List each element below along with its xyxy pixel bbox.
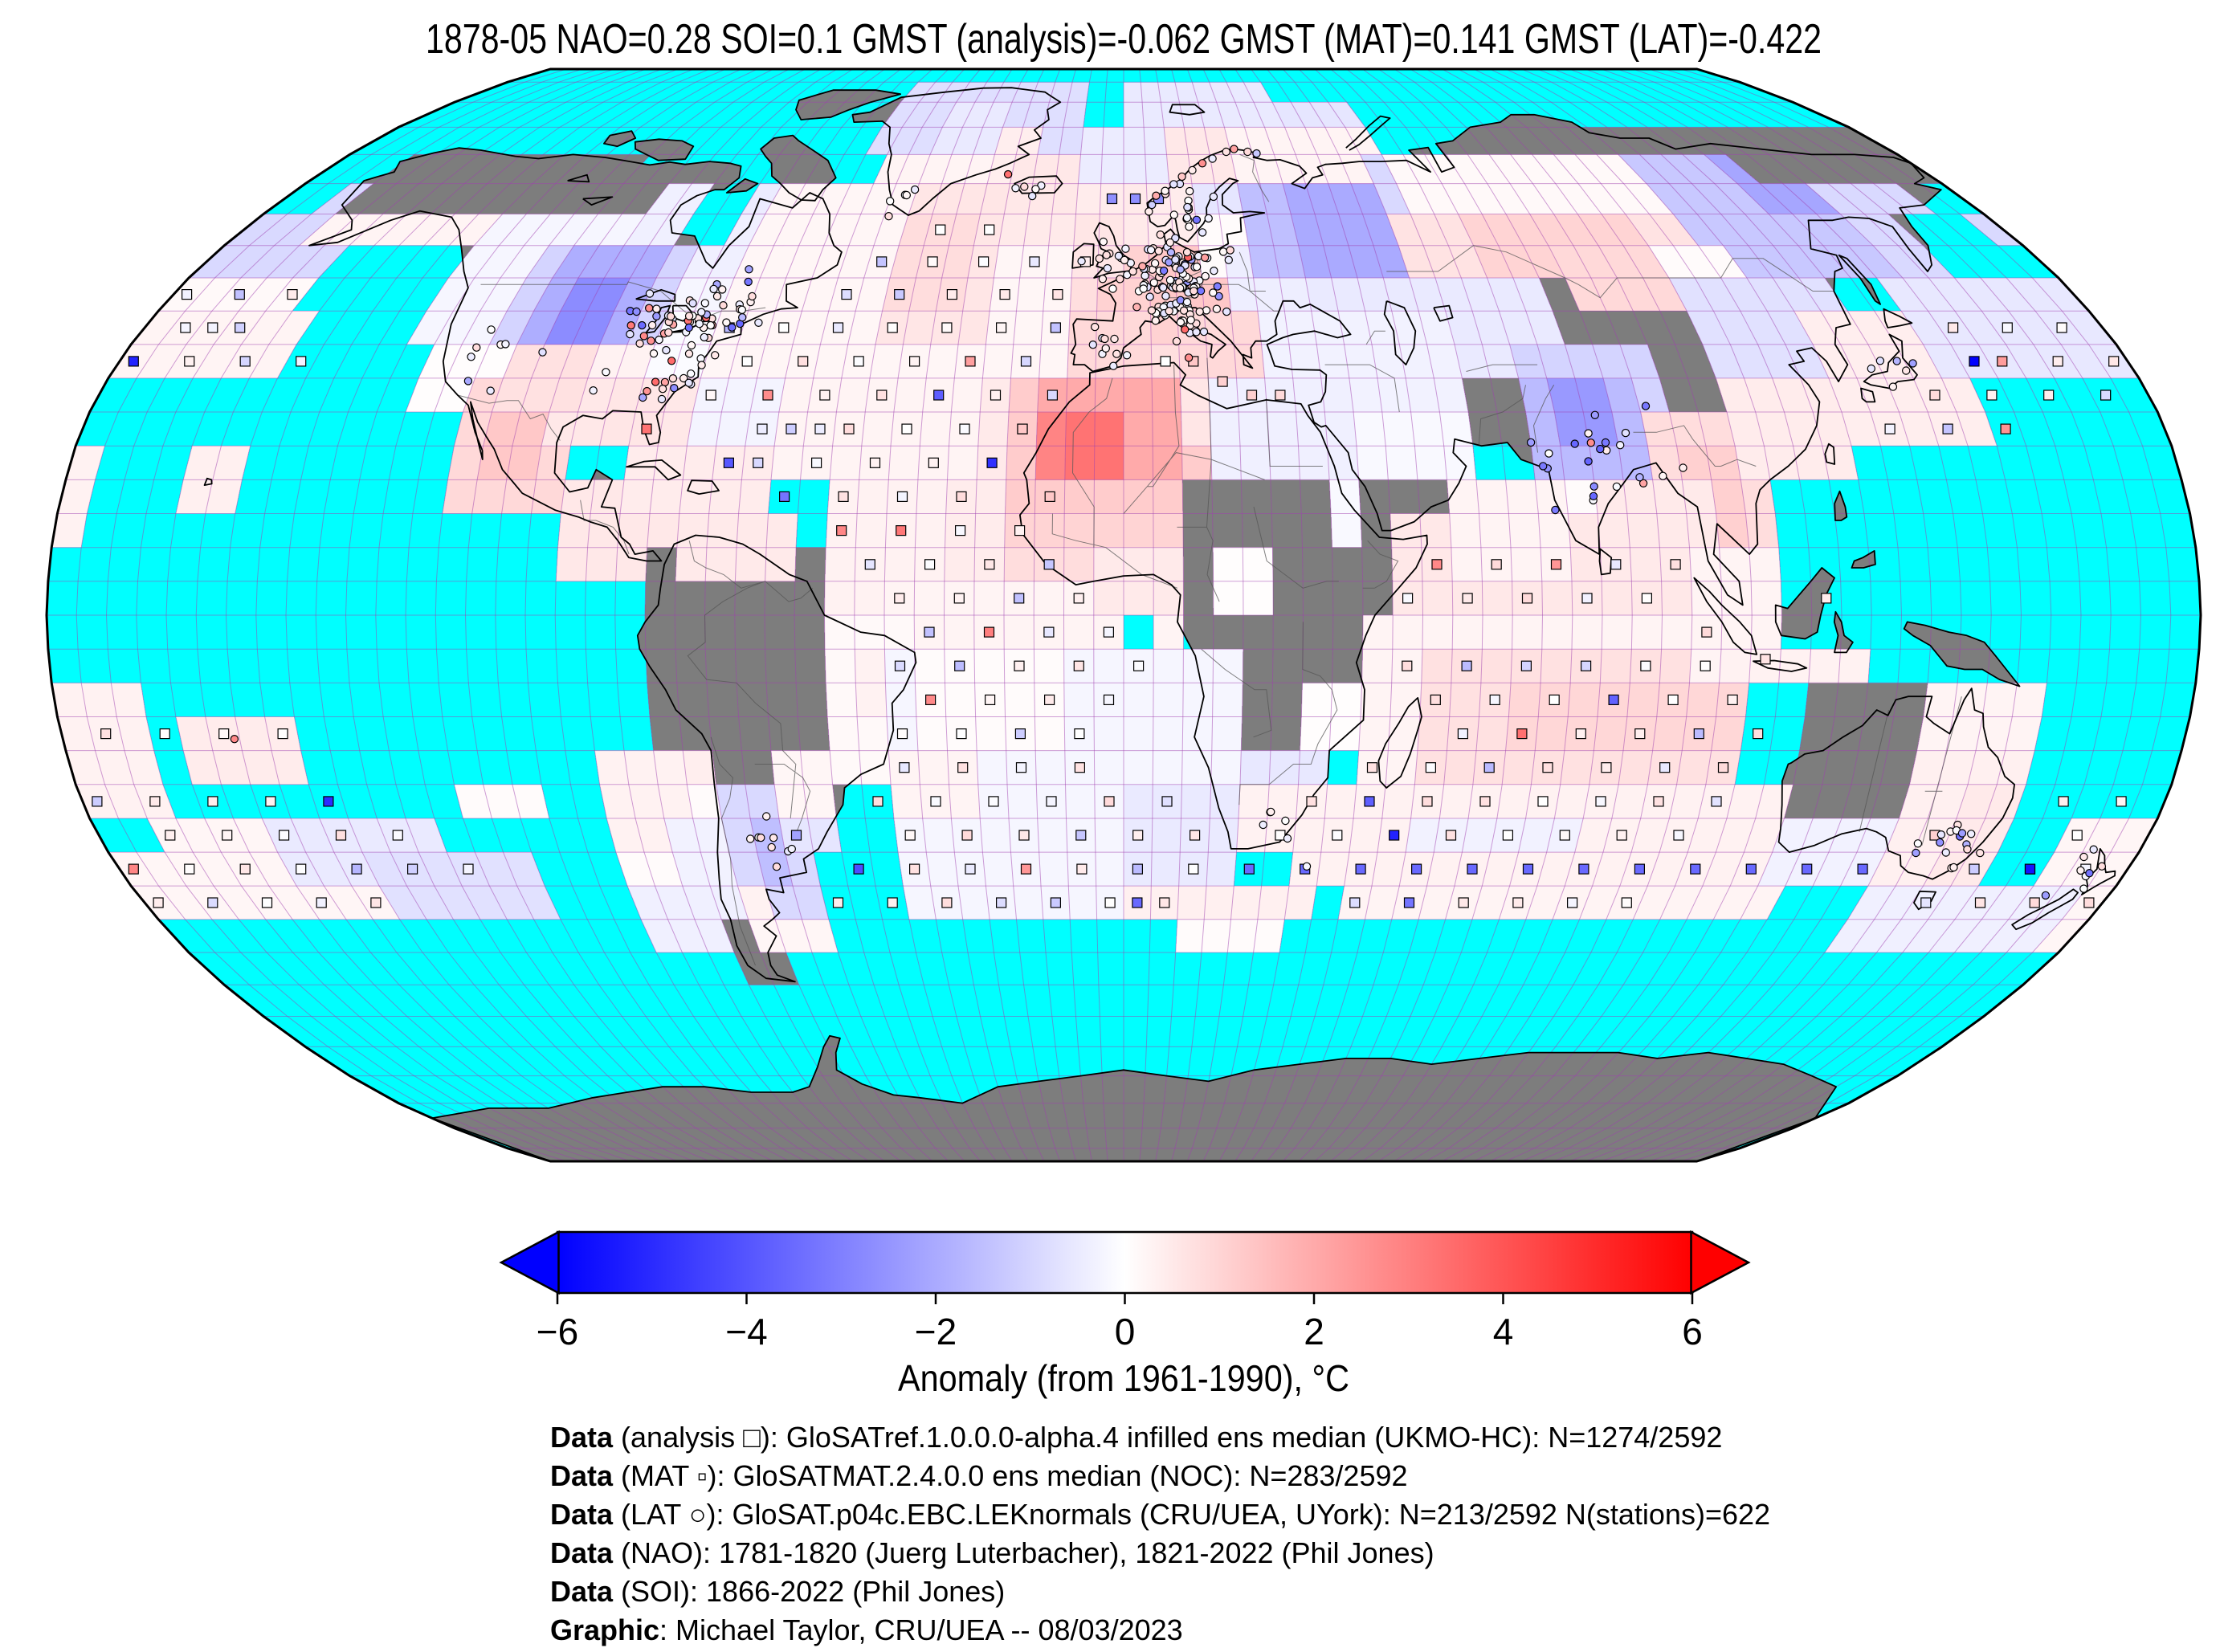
- svg-text:Data (MAT ▫): GloSATMAT.2.4.0.: Data (MAT ▫): GloSATMAT.2.4.0.0 ens medi…: [550, 1459, 1408, 1492]
- svg-text:Data (NAO): 1781-1820 (Juerg L: Data (NAO): 1781-1820 (Juerg Luterbacher…: [550, 1536, 1434, 1569]
- svg-text:Graphic: Michael Taylor, CRU/U: Graphic: Michael Taylor, CRU/UEA -- 08/0…: [550, 1613, 1183, 1646]
- svg-text:Anomaly (from 1961-1990), °C: Anomaly (from 1961-1990), °C: [898, 1357, 1349, 1399]
- svg-text:1878-05 NAO=0.28 SOI=0.1 GMST: 1878-05 NAO=0.28 SOI=0.1 GMST (analysis)…: [426, 16, 1822, 63]
- svg-text:−4: −4: [725, 1311, 767, 1352]
- svg-text:0: 0: [1115, 1311, 1136, 1352]
- svg-text:Data (SOI): 1866-2022 (Phil Jo: Data (SOI): 1866-2022 (Phil Jones): [550, 1575, 1005, 1608]
- svg-text:−2: −2: [915, 1311, 957, 1352]
- svg-text:Data (analysis □): GloSATref.1: Data (analysis □): GloSATref.1.0.0.0-alp…: [550, 1421, 1722, 1454]
- svg-text:Data (LAT ○): GloSAT.p04c.EBC.: Data (LAT ○): GloSAT.p04c.EBC.LEKnormals…: [550, 1498, 1770, 1531]
- svg-text:2: 2: [1304, 1311, 1324, 1352]
- svg-text:6: 6: [1682, 1311, 1703, 1352]
- svg-text:−6: −6: [537, 1311, 578, 1352]
- svg-text:4: 4: [1493, 1311, 1514, 1352]
